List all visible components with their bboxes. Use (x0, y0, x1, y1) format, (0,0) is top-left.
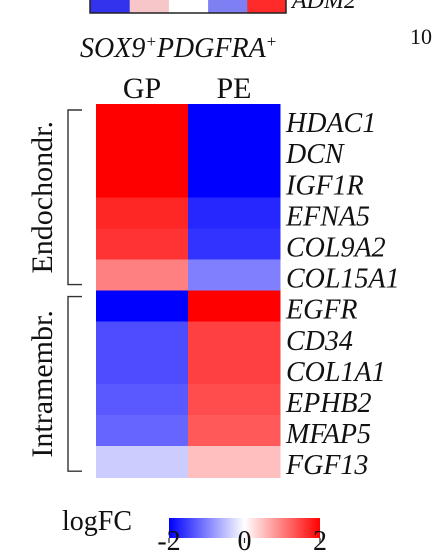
heatmap-cell-dcn-gp (96, 135, 189, 167)
heatmap-cell-cd34-pe (188, 321, 281, 354)
column-header-gp: GP (123, 72, 161, 105)
colorbar-gradient (169, 518, 320, 538)
heatmap-cell-fgf13-pe (188, 446, 281, 478)
heatmap-cell-col9a2-pe (188, 228, 281, 261)
column-header-pe: PE (216, 72, 251, 105)
fragment-color-block (246, 0, 287, 13)
heatmap-cell-mfap5-pe (188, 415, 281, 447)
heatmap-cell-fgf13-gp (96, 446, 189, 478)
row-label-col15a1: COL15A1 (286, 264, 400, 295)
row-label-igf1r: IGF1R (285, 170, 364, 201)
heatmap-cell-hdac1-pe (188, 104, 281, 136)
heatmap-cell-col1a1-gp (96, 352, 189, 385)
heatmap-cell-egfr-pe (188, 290, 281, 323)
row-label-cd34: CD34 (286, 326, 353, 357)
fragment-gene-label: ADM2 (290, 0, 356, 14)
group-bracket (67, 295, 82, 472)
row-label-mfap5: MFAP5 (285, 419, 371, 450)
heatmap-cell-col9a2-gp (96, 228, 189, 261)
row-label-ephb2: EPHB2 (285, 388, 372, 419)
heatmap-cell-dcn-pe (188, 135, 281, 167)
fragment-color-block (129, 0, 169, 13)
heatmap-cell-efna5-gp (96, 197, 189, 229)
row-label-fgf13: FGF13 (285, 450, 368, 481)
colorbar: logFC -2 0 2 (62, 506, 327, 555)
colorbar-tick-label: -2 (157, 526, 180, 555)
row-label-col9a2: COL9A2 (286, 233, 386, 264)
page-number: 10 (410, 24, 432, 49)
row-label-efna5: EFNA5 (285, 201, 370, 232)
fragment-color-block (90, 0, 130, 13)
heatmap-cell-col1a1-pe (188, 352, 281, 385)
colorbar-tick-label: 2 (313, 526, 327, 555)
heatmap-cell-ephb2-gp (96, 383, 189, 416)
heatmap-cell-col15a1-gp (96, 259, 189, 292)
fragment-color-block (207, 0, 248, 13)
heatmap-cell-mfap5-gp (96, 415, 189, 447)
colorbar-tick-label: 0 (238, 526, 252, 555)
row-label-dcn: DCN (285, 139, 345, 170)
group-label-endochondral: Endochondr. (26, 121, 59, 273)
heatmap-cell-hdac1-gp (96, 104, 189, 136)
row-label-egfr: EGFR (285, 295, 358, 326)
heatmap-cell-ephb2-pe (188, 383, 281, 416)
heatmap-cell-efna5-pe (188, 197, 281, 229)
group-label-intramembranous: Intramembr. (26, 310, 59, 457)
fragment-color-block (168, 0, 209, 13)
colorbar-label: logFC (62, 506, 132, 537)
previous-panel-fragment: ADM2 10 (89, 0, 432, 49)
group-bracket (67, 109, 82, 286)
heatmap-title: SOX9+PDGFRA+ (80, 32, 277, 64)
row-label-col1a1: COL1A1 (286, 357, 386, 388)
row-label-hdac1: HDAC1 (285, 108, 376, 139)
heatmap-cell-igf1r-pe (188, 166, 281, 198)
heatmap-cell-egfr-gp (96, 290, 189, 323)
heatmap-cell-col15a1-pe (188, 259, 281, 292)
heatmap-cell-cd34-gp (96, 321, 189, 354)
heatmap-cell-igf1r-gp (96, 166, 189, 198)
